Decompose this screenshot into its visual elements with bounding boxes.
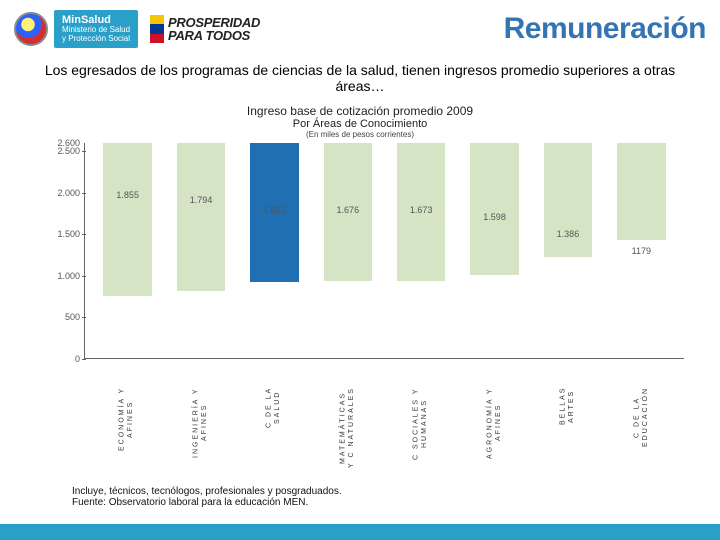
chart-title-3: (En miles de pesos corrientes) [0, 130, 720, 139]
x-label: INGENIERÍA Y AFINES [164, 387, 238, 473]
minsalud-logo: MinSalud Ministerio de Salud y Protecció… [54, 10, 138, 48]
y-tick [82, 151, 86, 152]
bar-value-label: 1.386 [531, 229, 604, 239]
y-tick [82, 276, 86, 277]
bar [103, 143, 151, 296]
header: MinSalud Ministerio de Salud y Protecció… [0, 0, 720, 52]
chart-titles: Ingreso base de cotización promedio 2009… [0, 104, 720, 139]
bar-chart: 1.8551.7941.6821.6761.6731.5981.3861179 … [48, 143, 690, 383]
prosperidad-line1: PROSPERIDAD [168, 16, 260, 29]
x-label: C DE LA SALUD [237, 387, 311, 473]
bar-column: 1.598 [458, 143, 531, 358]
y-label: 1.000 [44, 271, 80, 281]
x-label: ECONOMÍA Y AFINES [90, 387, 164, 473]
bar-column: 1179 [605, 143, 678, 358]
x-label: C SOCIALES Y HUMANAS [384, 387, 458, 473]
bar-value-label: 1.855 [91, 190, 164, 200]
y-label: 1.500 [44, 229, 80, 239]
x-label: BELLAS ARTES [531, 387, 605, 473]
plot-area: 1.8551.7941.6821.6761.6731.5981.3861179 [84, 143, 684, 359]
prosperidad-text: PROSPERIDAD PARA TODOS [168, 16, 260, 42]
bar-column: 1.673 [385, 143, 458, 358]
y-label: 0 [44, 354, 80, 364]
bar-column: 1.676 [311, 143, 384, 358]
bar [470, 143, 518, 275]
page-title: Remuneración [504, 12, 706, 46]
y-label: 2.000 [44, 188, 80, 198]
chart-title-2: Por Áreas de Conocimiento [0, 118, 720, 130]
x-label: C DE LA EDUCACIÓN [605, 387, 679, 473]
y-tick [82, 193, 86, 194]
bar-column: 1.386 [531, 143, 604, 358]
bar [617, 143, 665, 240]
subtitle: Los egresados de los programas de cienci… [0, 52, 720, 98]
y-label: 2.500 [44, 146, 80, 156]
y-tick [82, 234, 86, 235]
bar-column: 1.682 [238, 143, 311, 358]
bar-column: 1.794 [164, 143, 237, 358]
bar-value-label: 1.682 [238, 205, 311, 215]
y-tick [82, 359, 86, 360]
bar-value-label: 1179 [605, 246, 678, 256]
y-tick [82, 317, 86, 318]
minsalud-line2: y Protección Social [62, 35, 130, 44]
x-label: AGRONOMÍA Y AFINES [458, 387, 532, 473]
bar-value-label: 1.794 [164, 195, 237, 205]
logos: MinSalud Ministerio de Salud y Protecció… [14, 10, 260, 48]
footer-bar [0, 524, 720, 540]
x-label: MATEMÁTICAS Y C NATURALES [311, 387, 385, 473]
bar-value-label: 1.598 [458, 212, 531, 222]
colombia-shield-icon [14, 12, 48, 46]
chart-title-1: Ingreso base de cotización promedio 2009 [0, 104, 720, 118]
y-label: 500 [44, 312, 80, 322]
colombia-flag-icon [150, 15, 164, 43]
bar-column: 1.855 [91, 143, 164, 358]
bar-value-label: 1.676 [311, 205, 384, 215]
bar-value-label: 1.673 [385, 205, 458, 215]
prosperidad-logo: PROSPERIDAD PARA TODOS [150, 15, 260, 43]
footnotes: Incluye, técnicos, tecnólogos, profesion… [72, 486, 342, 508]
prosperidad-line2: PARA TODOS [168, 29, 260, 42]
bar [544, 143, 592, 258]
bars-container: 1.8551.7941.6821.6761.6731.5981.3861179 [85, 143, 684, 358]
footnote-2: Fuente: Observatorio laboral para la edu… [72, 497, 342, 508]
bar [177, 143, 225, 291]
footnote-1: Incluye, técnicos, tecnólogos, profesion… [72, 486, 342, 497]
x-axis-labels: ECONOMÍA Y AFINESINGENIERÍA Y AFINESC DE… [84, 387, 684, 473]
